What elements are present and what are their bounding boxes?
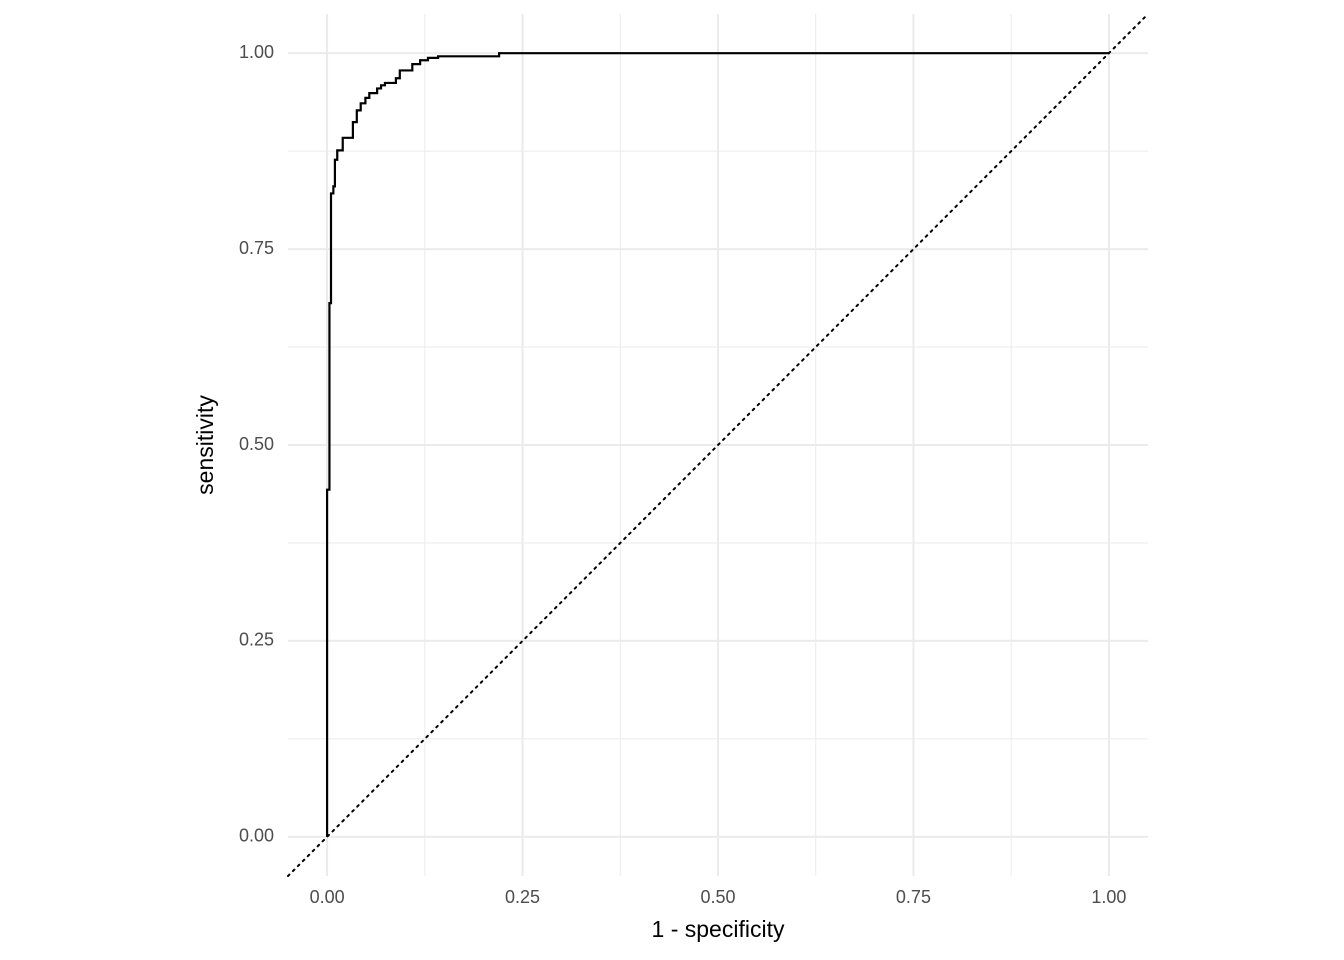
y-tick-label: 0.25 [239, 630, 274, 650]
y-tick-label: 0.50 [239, 434, 274, 454]
x-axis-title: 1 - specificity [652, 916, 785, 942]
roc-curve [325, 52, 1109, 837]
x-tick-label: 0.75 [896, 887, 931, 907]
x-tick-label: 0.25 [505, 887, 540, 907]
x-tick-label: 1.00 [1091, 887, 1126, 907]
reference-line [287, 13, 1149, 877]
y-axis-title: sensitivity [192, 395, 218, 495]
y-tick-label: 0.75 [239, 238, 274, 258]
x-tick-label: 0.00 [310, 887, 345, 907]
y-tick-label: 1.00 [239, 42, 274, 62]
y-tick-label: 0.00 [239, 826, 274, 846]
x-tick-label: 0.50 [700, 887, 735, 907]
